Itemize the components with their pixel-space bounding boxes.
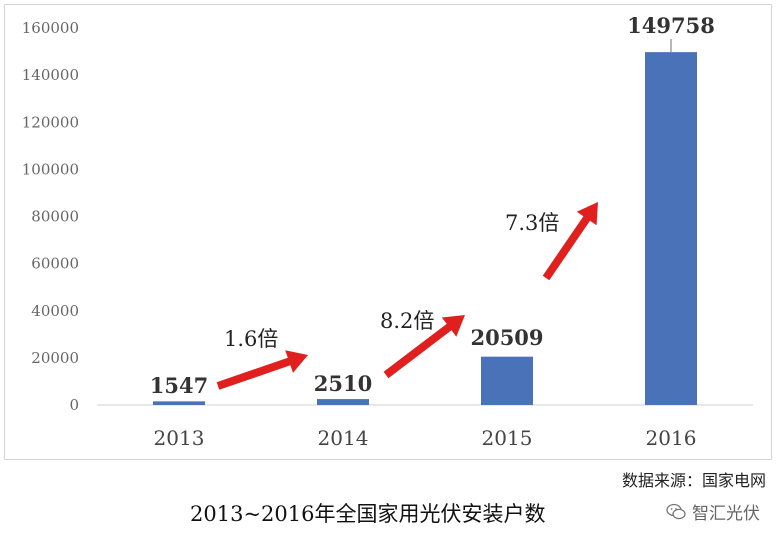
bar-2013 <box>153 401 205 405</box>
x-tick-label: 2013 <box>154 426 205 450</box>
y-tick-label: 160000 <box>22 19 79 37</box>
chart-frame: 0 20000 40000 60000 80000 100000 120000 140000 1… <box>4 4 772 460</box>
growth-arrow-2016 <box>542 202 598 281</box>
data-label: 20509 <box>470 325 543 350</box>
y-tick-label: 40000 <box>31 302 79 320</box>
watermark: 智汇光伏 <box>666 499 760 524</box>
data-label: 2510 <box>314 371 372 396</box>
wechat-icon <box>666 503 686 519</box>
growth-arrow-2014 <box>216 350 308 390</box>
y-tick-label: 100000 <box>22 160 79 178</box>
growth-arrow-2015 <box>383 315 465 379</box>
bar-2016 <box>645 52 697 405</box>
x-tick-label: 2014 <box>318 426 369 450</box>
data-label: 1547 <box>150 373 208 398</box>
bar-2014 <box>317 399 369 405</box>
bar-2015 <box>481 356 533 405</box>
data-source-note: 数据来源：国家电网 <box>621 471 766 490</box>
y-tick-label: 0 <box>69 396 79 414</box>
chart-caption: 2013~2016年全国家用光伏安装户数 <box>190 502 546 526</box>
y-tick-label: 20000 <box>31 349 79 367</box>
bar-chart: 0 20000 40000 60000 80000 100000 120000 140000 1… <box>22 13 753 450</box>
y-tick-label: 140000 <box>22 66 79 84</box>
y-tick-label: 60000 <box>31 255 79 273</box>
watermark-text: 智汇光伏 <box>692 504 760 524</box>
data-label: 149758 <box>627 13 715 38</box>
x-tick-label: 2015 <box>482 426 533 450</box>
y-tick-label: 80000 <box>31 208 79 226</box>
growth-annotation: 8.2倍 <box>380 309 434 333</box>
y-tick-label: 120000 <box>22 113 79 131</box>
growth-annotation: 7.3倍 <box>505 211 559 235</box>
x-tick-label: 2016 <box>646 426 697 450</box>
growth-annotation: 1.6倍 <box>224 327 278 351</box>
